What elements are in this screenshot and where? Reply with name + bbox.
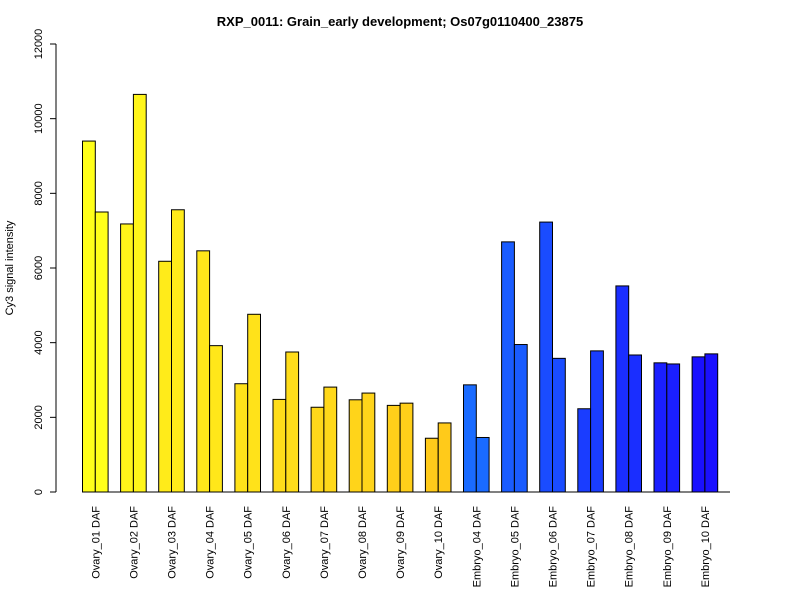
y-tick-label: 4000 <box>33 330 45 354</box>
bar-embryo-04-daf-s1 <box>463 384 477 493</box>
bar-ovary-02-daf-s2 <box>132 93 147 493</box>
bar-ovary-06-daf-s2 <box>285 351 300 493</box>
category-label: Embryo_08 DAF <box>624 506 636 588</box>
category-label: Ovary_08 DAF <box>357 506 369 579</box>
bar-ovary-01-daf-s2 <box>94 211 109 493</box>
category-label: Embryo_04 DAF <box>471 506 483 588</box>
bar-ovary-08-daf-s1 <box>348 399 363 493</box>
bar-ovary-09-daf-s1 <box>386 404 401 493</box>
chart-title: RXP_0011: Grain_early development; Os07g… <box>217 14 583 29</box>
bar-ovary-02-daf-s1 <box>120 223 134 493</box>
bar-embryo-04-daf-s2 <box>475 436 490 493</box>
y-tick-label: 6000 <box>33 256 45 280</box>
bar-ovary-05-daf-s2 <box>247 313 261 493</box>
bar-embryo-05-daf-s1 <box>501 241 515 493</box>
category-label: Ovary_02 DAF <box>128 506 140 579</box>
category-label: Embryo_07 DAF <box>586 506 598 588</box>
y-tick-label: 10000 <box>33 103 45 134</box>
y-tick-label: 0 <box>33 489 45 495</box>
bar-embryo-07-daf-s1 <box>577 408 592 493</box>
bar-embryo-10-daf-s1 <box>691 356 706 493</box>
category-label: Ovary_06 DAF <box>281 506 293 579</box>
bar-embryo-09-daf-s1 <box>653 362 668 493</box>
bar-embryo-05-daf-s2 <box>513 344 528 493</box>
category-label: Ovary_01 DAF <box>90 506 102 579</box>
y-axis-label: Cy3 signal intensity <box>4 220 16 315</box>
bar-ovary-05-daf-s1 <box>234 383 249 493</box>
category-label: Embryo_10 DAF <box>700 506 712 588</box>
y-tick-label: 8000 <box>33 181 45 205</box>
bar-ovary-06-daf-s1 <box>272 398 287 493</box>
bar-embryo-09-daf-s2 <box>666 363 681 493</box>
category-label: Embryo_06 DAF <box>548 506 560 588</box>
bar-ovary-01-daf-s1 <box>82 140 96 493</box>
bar-ovary-07-daf-s2 <box>323 386 338 493</box>
category-label: Ovary_04 DAF <box>205 506 217 579</box>
bar-ovary-03-daf-s1 <box>158 260 172 493</box>
bar-ovary-04-daf-s2 <box>209 345 223 493</box>
bar-embryo-07-daf-s2 <box>590 350 604 493</box>
y-tick-label: 2000 <box>33 405 45 429</box>
category-label: Embryo_05 DAF <box>509 506 521 588</box>
bar-ovary-09-daf-s2 <box>399 402 414 493</box>
bar-embryo-10-daf-s2 <box>704 353 719 493</box>
bar-embryo-08-daf-s2 <box>628 354 643 493</box>
category-label: Ovary_03 DAF <box>167 506 179 579</box>
bars-group <box>82 93 719 493</box>
bar-ovary-10-daf-s1 <box>424 437 439 493</box>
category-label: Ovary_09 DAF <box>395 506 407 579</box>
bar-ovary-10-daf-s2 <box>437 422 452 493</box>
bar-embryo-06-daf-s1 <box>539 221 554 493</box>
bar-ovary-07-daf-s1 <box>310 406 325 493</box>
bar-embryo-06-daf-s2 <box>552 357 566 493</box>
bar-embryo-08-daf-s1 <box>615 285 630 493</box>
bar-ovary-04-daf-s1 <box>196 250 211 493</box>
category-label: Ovary_07 DAF <box>319 506 331 579</box>
category-label: Embryo_09 DAF <box>662 506 674 588</box>
y-axis: 0 2000 4000 6000 8000 10000 12000 <box>33 29 57 495</box>
y-tick-label: 12000 <box>33 29 45 60</box>
bar-ovary-08-daf-s2 <box>361 392 376 493</box>
category-label: Ovary_10 DAF <box>433 506 445 579</box>
bar-ovary-03-daf-s2 <box>171 209 185 493</box>
category-label: Ovary_05 DAF <box>243 506 255 579</box>
category-labels: Ovary_01 DAF Ovary_02 DAF Ovary_03 DAF Ovar… <box>90 506 712 588</box>
